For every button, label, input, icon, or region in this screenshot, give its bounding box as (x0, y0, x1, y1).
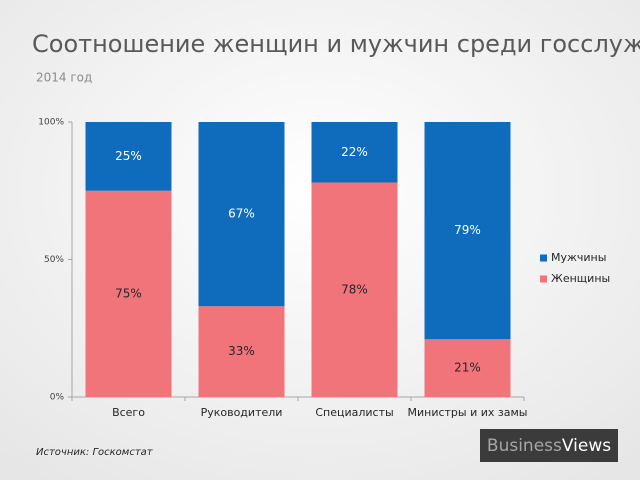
value-label: 25% (115, 149, 142, 163)
bar-segment (85, 122, 172, 191)
chart-subtitle: 2014 год (36, 71, 92, 85)
y-tick-label: 100% (38, 118, 64, 128)
brand-part: Views (562, 436, 611, 456)
brand-box (480, 429, 618, 462)
brand-part: Business (487, 436, 562, 456)
source: Источник: Госкомстат (36, 447, 154, 458)
x-tick-label: Министры и их замы (408, 406, 528, 419)
bar-segment (424, 122, 511, 340)
value-label: 33% (228, 344, 255, 358)
y-tick-label: 50% (44, 255, 64, 265)
bar-segment (424, 339, 511, 397)
bar-segment (198, 122, 285, 307)
bar-segment (311, 122, 398, 183)
legend-label: Женщины (551, 272, 610, 285)
value-label: 22% (341, 145, 368, 159)
bar-segment (85, 190, 172, 397)
value-label: 21% (454, 361, 481, 375)
brand: BusinessViews (487, 436, 611, 456)
x-tick-label: Руководители (201, 406, 283, 419)
x-tick-label: Специалисты (315, 406, 393, 419)
x-tick-label: Всего (112, 406, 145, 419)
legend-swatch (540, 254, 547, 262)
value-label: 79% (454, 223, 481, 237)
legend-label: Мужчины (551, 251, 606, 264)
value-label: 78% (341, 282, 368, 296)
legend-swatch (540, 275, 547, 283)
chart-title: Соотношение женщин и мужчин среди госслу… (32, 30, 640, 58)
value-label: 75% (115, 286, 142, 300)
bar-segment (311, 182, 398, 397)
bar-segment (198, 306, 285, 397)
value-label: 67% (228, 207, 255, 221)
y-tick-label: 0% (50, 393, 65, 403)
